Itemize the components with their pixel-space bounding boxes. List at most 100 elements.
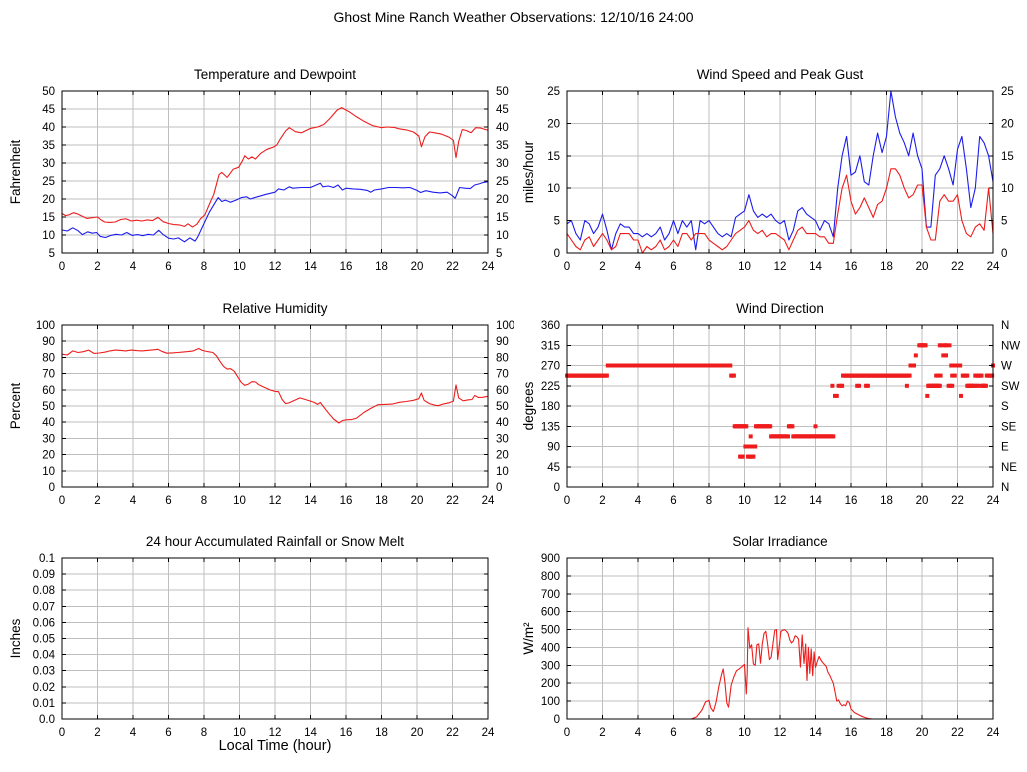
right-tick-label: 40	[496, 417, 509, 429]
x-tick-label: 22	[446, 261, 459, 273]
x-tick-label: 6	[165, 261, 171, 273]
y-tick-label: 0	[554, 248, 560, 260]
chart-text: 0 2 4 6 8 10 12 14 16 18 20 22 245101520253035404550…	[8, 67, 509, 273]
x-tick-label: 10	[233, 727, 246, 739]
right-tick-label: 10	[1001, 183, 1014, 195]
right-tick-label: N	[1001, 482, 1009, 494]
series-wind-speed-line	[566, 168, 994, 254]
x-tick-label: 4	[130, 261, 137, 273]
y-tick-label: 0.09	[33, 569, 55, 581]
axes-frame	[566, 90, 994, 254]
axes-frame	[61, 557, 489, 720]
right-tick-label: S	[1001, 401, 1009, 413]
right-tick-label: 10	[496, 230, 509, 242]
chart-title: Wind Speed and Peak Gust	[697, 67, 864, 82]
grid-lines	[62, 558, 488, 719]
y-tick-label: 90	[547, 442, 560, 454]
chart-text: 0 2 4 6 8 10 12 14 16 18 20 22 240100200300400500600…	[521, 534, 1000, 739]
grid-lines	[62, 91, 488, 253]
chart-title: 24 hour Accumulated Rainfall or Snow Mel…	[146, 534, 404, 549]
y-axis-label: degrees	[521, 381, 536, 430]
x-tick-label: 16	[845, 261, 858, 273]
x-tick-label: 14	[809, 261, 822, 273]
x-tick-label: 24	[482, 727, 495, 739]
y-tick-label: 15	[42, 212, 55, 224]
x-tick-label: 18	[375, 727, 388, 739]
right-tick-label: 20	[496, 194, 509, 206]
x-tick-label: 6	[670, 495, 676, 507]
y-axis-label: Fahrenheit	[8, 139, 23, 204]
x-tick-label: 22	[951, 495, 964, 507]
right-tick-label: 15	[1001, 151, 1014, 163]
y-tick-label: 270	[541, 361, 560, 373]
x-tick-label: 2	[94, 727, 100, 739]
y-tick-label: 20	[42, 450, 55, 462]
x-tick-label: 20	[916, 261, 929, 273]
y-tick-label: 25	[42, 176, 55, 188]
chart-wind-speed-gust: 0 2 4 6 8 10 12 14 16 18 20 22 240510152025051015202…	[521, 67, 1014, 273]
y-tick-label: 30	[42, 158, 55, 170]
x-tick-label: 4	[635, 727, 642, 739]
right-tick-label: 80	[496, 352, 509, 364]
x-tick-label: 8	[706, 495, 712, 507]
y-tick-label: 180	[541, 401, 560, 413]
x-tick-label: 18	[880, 495, 893, 507]
series-dewpoint-line	[61, 181, 489, 243]
right-tick-label: 50	[496, 401, 509, 413]
chart-rainfall: 0 2 4 6 8 10 12 14 16 18 20 22 240.00.010.020.030.04…	[8, 534, 495, 754]
x-tick-label: 14	[809, 727, 822, 739]
x-tick-label: 0	[564, 261, 570, 273]
x-tick-label: 4	[130, 727, 137, 739]
chart-title: Solar Irradiance	[732, 534, 827, 549]
x-tick-label: 22	[951, 727, 964, 739]
right-tick-label: 30	[496, 158, 509, 170]
grid-lines	[567, 91, 993, 253]
x-tick-label: 4	[635, 261, 642, 273]
y-tick-label: 135	[541, 421, 560, 433]
y-tick-label: 50	[42, 401, 55, 413]
right-tick-label: 20	[1001, 118, 1014, 130]
y-tick-label: 5	[49, 248, 55, 260]
x-tick-label: 10	[233, 261, 246, 273]
x-tick-label: 24	[482, 261, 495, 273]
x-tick-label: 18	[375, 261, 388, 273]
x-tick-label: 4	[130, 495, 137, 507]
x-tick-label: 2	[599, 727, 605, 739]
right-tick-label: E	[1001, 442, 1009, 454]
x-tick-label: 14	[304, 261, 317, 273]
y-tick-label: 0.05	[33, 634, 55, 646]
right-tick-label: N	[1001, 320, 1009, 332]
x-tick-label: 14	[809, 495, 822, 507]
y-tick-label: 20	[547, 118, 560, 130]
y-tick-label: 5	[554, 216, 560, 228]
x-tick-label: 22	[951, 261, 964, 273]
grid-lines	[567, 558, 993, 719]
x-tick-label: 2	[599, 261, 605, 273]
y-tick-label: 0	[554, 714, 560, 726]
series-solar-irradiance-line	[566, 627, 994, 720]
y-tick-label: 40	[42, 417, 55, 429]
y-tick-label: 90	[42, 336, 55, 348]
right-tick-label: 60	[496, 385, 509, 397]
right-tick-label: NW	[1001, 340, 1020, 352]
x-tick-label: 18	[375, 495, 388, 507]
x-tick-label: 10	[738, 727, 751, 739]
x-tick-label: 6	[165, 727, 171, 739]
chart-text: 0 2 4 6 8 10 12 14 16 18 20 22 240510152025051015202…	[521, 67, 1014, 273]
chart-text: 0 2 4 6 8 10 12 14 16 18 20 22 240.00.010.020.030.04…	[8, 534, 495, 754]
y-tick-label: 15	[547, 151, 560, 163]
y-tick-label: 100	[541, 696, 560, 708]
x-tick-label: 12	[774, 727, 787, 739]
y-tick-label: 50	[42, 86, 55, 98]
right-tick-label: 5	[496, 248, 502, 260]
y-tick-label: 360	[541, 320, 560, 332]
y-tick-label: 40	[42, 122, 55, 134]
right-tick-label: SW	[1001, 381, 1020, 393]
x-tick-label: 16	[845, 727, 858, 739]
x-tick-label: 0	[564, 495, 570, 507]
x-tick-label: 20	[916, 727, 929, 739]
y-tick-label: 0.07	[33, 601, 55, 613]
y-tick-label: 800	[541, 571, 560, 583]
x-tick-label: 18	[880, 727, 893, 739]
